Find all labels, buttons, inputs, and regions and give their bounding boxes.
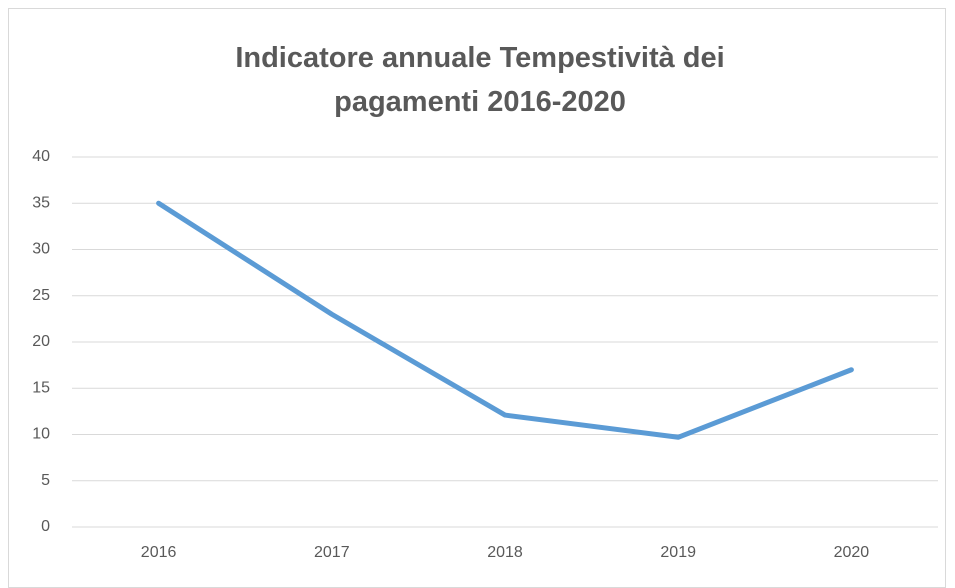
y-tick-label: 15 [32, 379, 50, 396]
y-tick-label: 20 [32, 333, 50, 350]
x-tick-label: 2018 [487, 544, 523, 561]
y-tick-label: 10 [32, 426, 50, 443]
y-tick-label: 5 [41, 472, 50, 489]
x-tick-label: 2016 [141, 544, 177, 561]
line-series [156, 200, 854, 440]
y-tick-label: 25 [32, 287, 50, 304]
y-tick-label: 0 [41, 518, 50, 535]
y-tick-label: 30 [32, 241, 50, 258]
chart-title: Indicatore annuale Tempestività dei paga… [235, 42, 725, 118]
y-tick-label: 35 [32, 194, 50, 211]
x-tick-label: 2019 [660, 544, 696, 561]
x-tick-label: 2020 [834, 544, 870, 561]
y-tick-label: 40 [32, 148, 50, 165]
x-tick-label: 2017 [314, 544, 350, 561]
